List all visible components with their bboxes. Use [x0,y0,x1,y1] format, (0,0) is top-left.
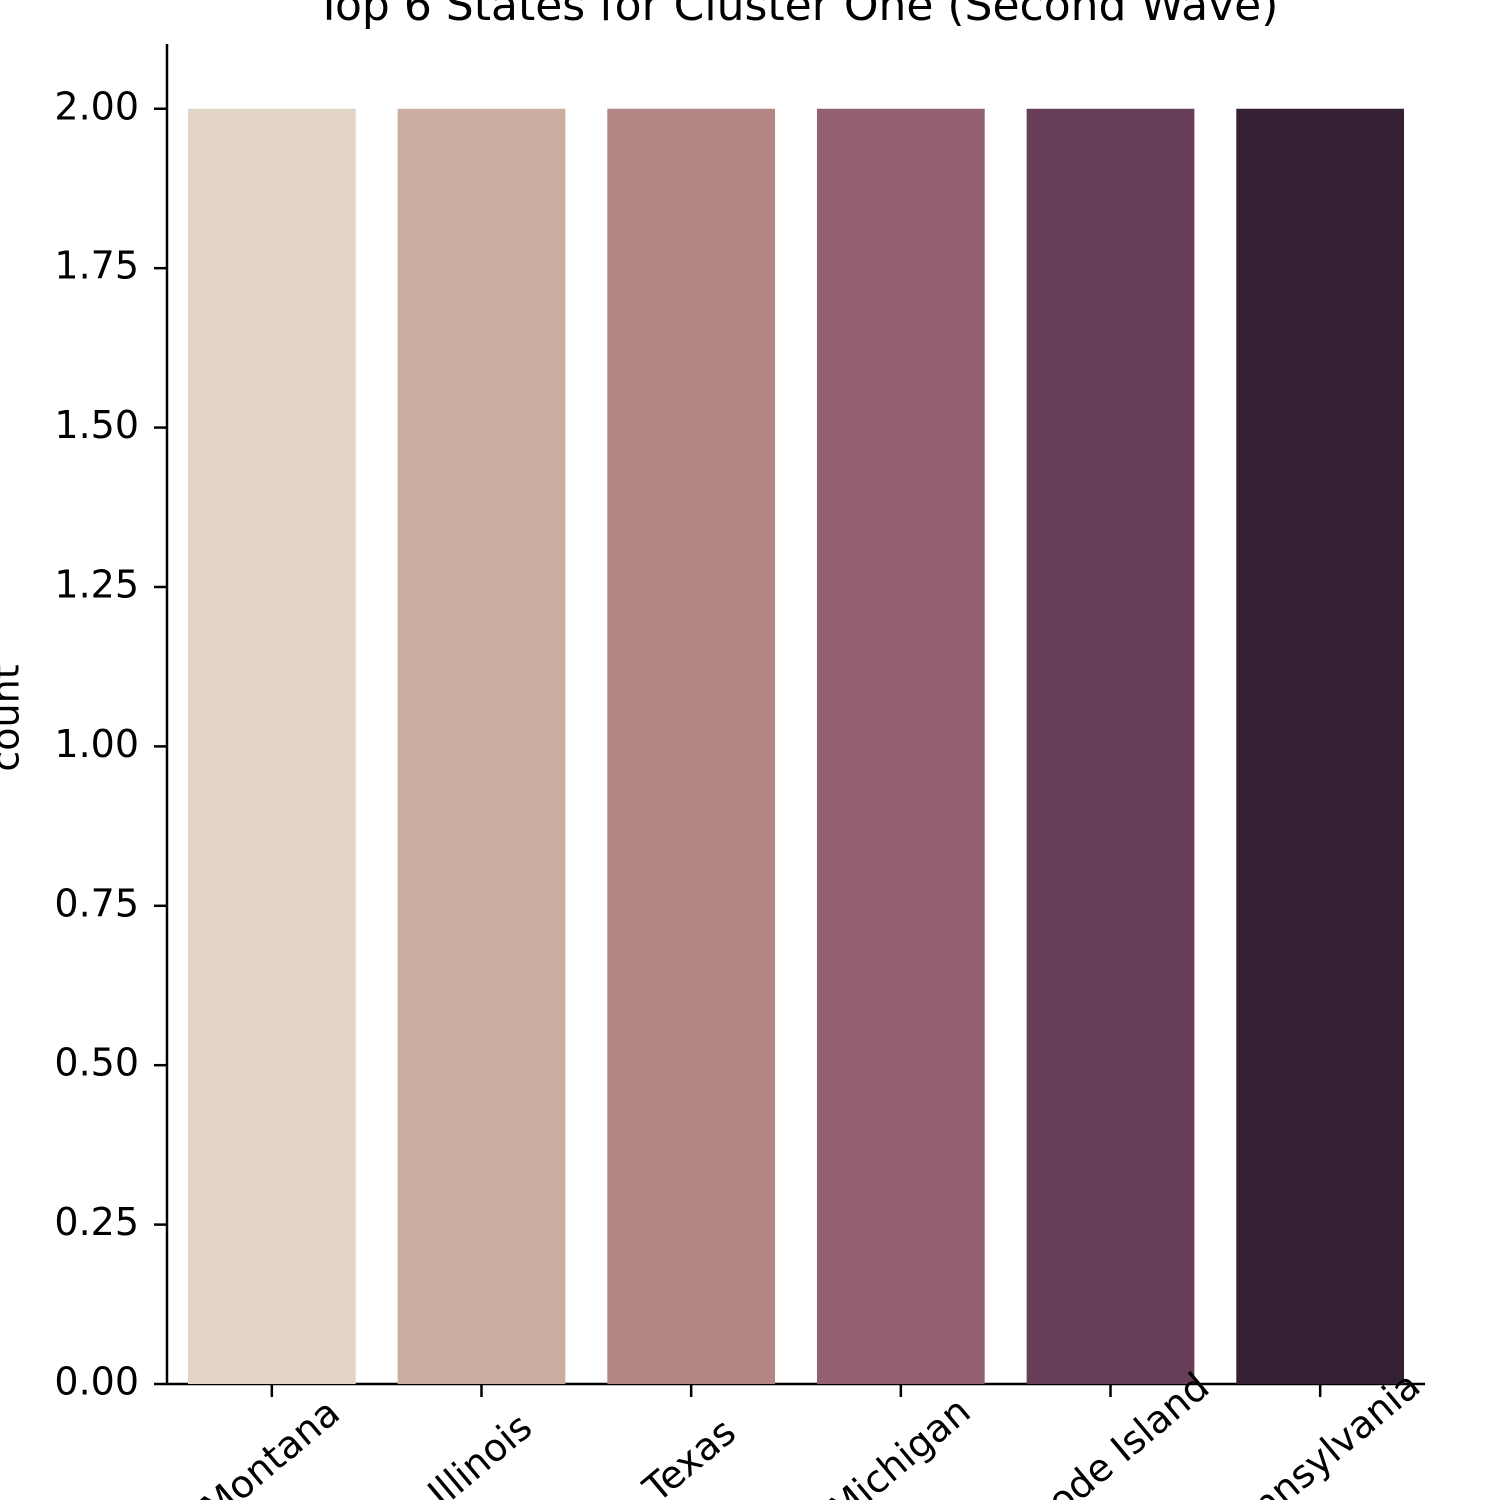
y-tick-label: 1.75 [54,244,139,288]
bar [187,108,356,1384]
bar [1026,108,1195,1384]
bar [1236,108,1405,1384]
x-tick-label: Illinois [420,1404,541,1500]
x-tick-label: Montana [193,1390,348,1500]
chart-title: Top 6 States for Cluster One (Second Wav… [315,0,1279,31]
y-tick-label: 0.75 [54,881,139,925]
y-tick-label: 0.25 [54,1200,139,1244]
bar [397,108,566,1384]
y-tick-label: 1.25 [54,562,139,606]
x-tick-label: Michigan [820,1388,979,1500]
y-tick-label: 0.00 [54,1360,139,1404]
y-tick-label: 2.00 [54,84,139,128]
x-tick-label: Texas [634,1409,744,1500]
y-tick-label: 1.50 [54,403,139,447]
y-tick-label: 0.50 [54,1041,139,1085]
bar [816,108,985,1384]
bar [607,108,776,1384]
y-axis-label: count [0,664,28,771]
y-tick-label: 1.00 [54,722,139,766]
